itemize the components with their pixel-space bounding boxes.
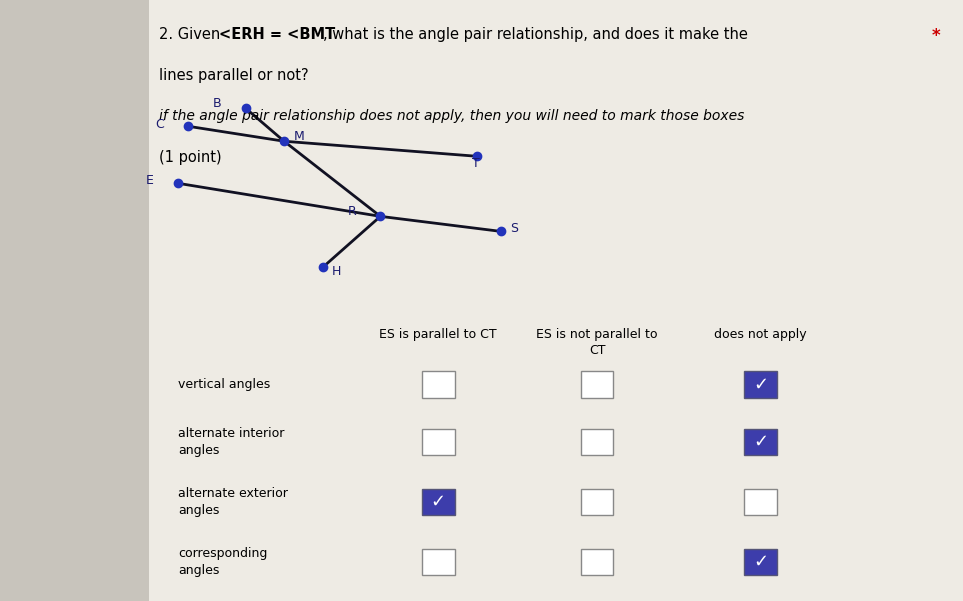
Text: lines parallel or not?: lines parallel or not? <box>159 68 308 83</box>
Text: M: M <box>294 130 304 143</box>
Text: ✓: ✓ <box>753 553 768 571</box>
Text: <ERH = <BMT: <ERH = <BMT <box>219 27 335 42</box>
FancyBboxPatch shape <box>744 371 777 398</box>
Text: S: S <box>510 222 518 235</box>
Text: C: C <box>155 118 164 131</box>
Text: ES is not parallel to
CT: ES is not parallel to CT <box>536 328 658 356</box>
Text: *: * <box>932 27 941 45</box>
Text: B: B <box>213 97 221 110</box>
Text: , what is the angle pair relationship, and does it make the: , what is the angle pair relationship, a… <box>323 27 747 42</box>
Text: R: R <box>348 205 356 218</box>
Text: does not apply: does not apply <box>715 328 807 341</box>
FancyBboxPatch shape <box>581 429 613 455</box>
Text: ✓: ✓ <box>430 493 446 511</box>
Text: corresponding
angles: corresponding angles <box>178 547 268 577</box>
FancyBboxPatch shape <box>422 429 455 455</box>
Text: 2. Given: 2. Given <box>159 27 224 42</box>
Text: H: H <box>332 265 342 278</box>
FancyBboxPatch shape <box>581 371 613 398</box>
FancyBboxPatch shape <box>422 489 455 515</box>
FancyBboxPatch shape <box>581 549 613 575</box>
Text: if the angle pair relationship does not apply, then you will need to mark those : if the angle pair relationship does not … <box>159 109 744 123</box>
Text: alternate exterior
angles: alternate exterior angles <box>178 487 288 517</box>
Text: vertical angles: vertical angles <box>178 378 271 391</box>
Text: ✓: ✓ <box>753 433 768 451</box>
Text: E: E <box>146 174 154 187</box>
FancyBboxPatch shape <box>581 489 613 515</box>
FancyBboxPatch shape <box>744 489 777 515</box>
Text: T: T <box>472 157 480 170</box>
Text: alternate interior
angles: alternate interior angles <box>178 427 284 457</box>
Text: (1 point): (1 point) <box>159 150 221 165</box>
FancyBboxPatch shape <box>149 0 963 601</box>
FancyBboxPatch shape <box>422 549 455 575</box>
FancyBboxPatch shape <box>744 549 777 575</box>
FancyBboxPatch shape <box>744 429 777 455</box>
FancyBboxPatch shape <box>422 371 455 398</box>
Text: ES is parallel to CT: ES is parallel to CT <box>379 328 497 341</box>
Text: ✓: ✓ <box>753 376 768 394</box>
